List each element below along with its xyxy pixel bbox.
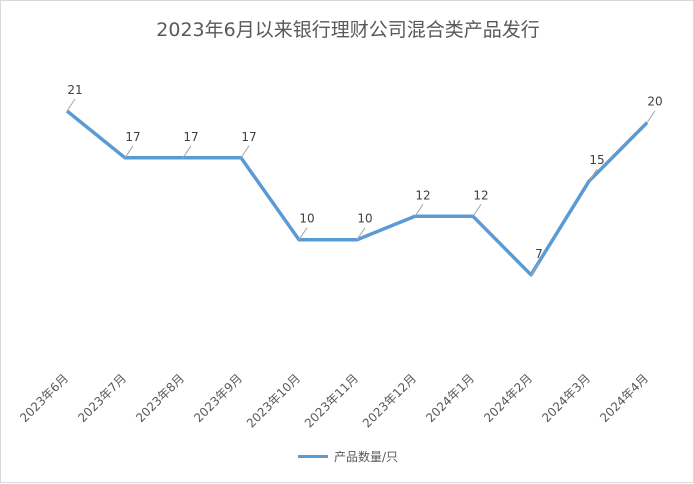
data-label: 10 <box>357 212 372 226</box>
data-label: 10 <box>299 212 314 226</box>
x-tick-label: 2024年3月 <box>539 371 593 425</box>
data-label-leader <box>472 204 482 217</box>
data-label: 17 <box>125 130 140 144</box>
x-tick-label: 2023年9月 <box>191 371 245 425</box>
data-label-leader <box>588 168 598 182</box>
x-tick-label: 2023年10月 <box>244 371 303 430</box>
data-label: 21 <box>67 83 82 97</box>
data-label: 17 <box>241 130 256 144</box>
data-label-leader <box>530 262 540 276</box>
series-line <box>65 109 649 277</box>
data-label-leader <box>414 204 424 217</box>
x-tick-label: 2023年8月 <box>133 371 187 425</box>
data-label: 17 <box>183 130 198 144</box>
x-tick-label: 2023年6月 <box>17 371 71 425</box>
x-tick-label: 2024年2月 <box>481 371 535 425</box>
x-tick-label: 2024年4月 <box>597 371 651 425</box>
data-label: 20 <box>647 95 662 109</box>
chart-title: 2023年6月以来银行理财公司混合类产品发行 <box>156 19 540 41</box>
legend: 产品数量/只 <box>1 448 694 465</box>
x-tick-label: 2023年12月 <box>360 371 419 430</box>
data-label-leader <box>66 98 76 112</box>
x-tick-label: 2023年11月 <box>302 371 361 430</box>
data-label-leader <box>182 145 192 159</box>
data-label-leader <box>124 145 134 159</box>
legend-label: 产品数量/只 <box>333 450 399 464</box>
legend-swatch <box>297 455 328 458</box>
x-tick-label: 2024年1月 <box>423 371 477 425</box>
data-label-leader <box>646 110 656 123</box>
data-label: 12 <box>473 188 488 202</box>
x-tick-label: 2023年7月 <box>75 371 129 425</box>
data-label-leader <box>240 145 250 159</box>
data-label: 12 <box>415 188 430 202</box>
data-label: 7 <box>535 247 543 261</box>
data-label-leader <box>356 227 366 240</box>
data-label-leader <box>298 227 308 240</box>
data-label: 15 <box>589 153 604 167</box>
